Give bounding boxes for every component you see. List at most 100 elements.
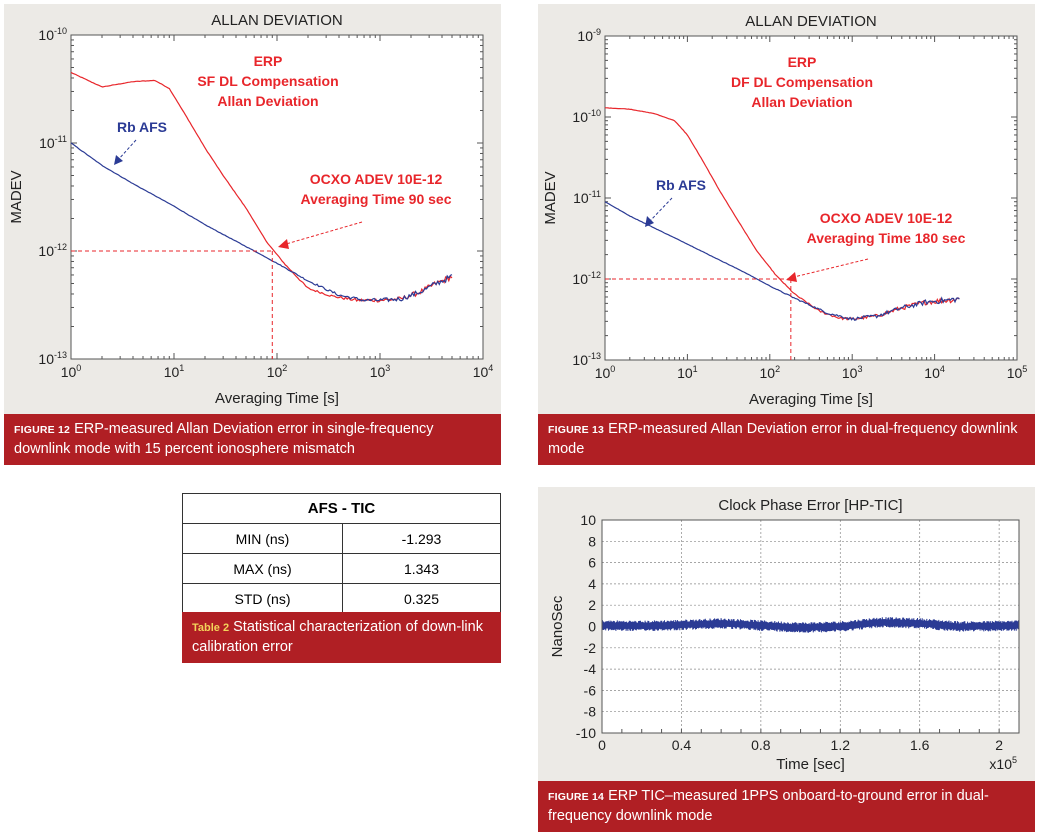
x-axis-label: Averaging Time [s]	[215, 390, 339, 407]
plot-area	[70, 34, 484, 360]
y-tick-label: 10-10	[38, 26, 67, 43]
y-tick-label: -4	[584, 661, 597, 677]
figure14-panel: 10 8 6 4 2 0 -2 -4 -6 -8 -10 0 0.4 0.8 1.2 1.6 2 Clock Ph…	[538, 487, 1035, 781]
y-tick-label: -10	[576, 725, 596, 741]
y-tick-label: 10-13	[38, 350, 67, 367]
plot-frame	[601, 519, 1020, 734]
y-tick-label: 10-11	[39, 134, 67, 151]
erp-annotation-label: ERP	[254, 53, 283, 69]
x-tick-label: 0.8	[751, 737, 771, 753]
ocxo-arrowhead	[278, 239, 289, 249]
figure12-caption-tag: FIGURE 12	[14, 424, 71, 436]
x-multiplier-label: x105	[989, 755, 1017, 772]
figure14-caption-tag: FIGURE 14	[548, 791, 605, 803]
erp-series-line	[605, 107, 960, 321]
x-tick-label: 102	[760, 364, 781, 381]
x-tick-label: 105	[1007, 364, 1028, 381]
table-header-row: AFS - TIC	[182, 493, 501, 524]
figure13-caption-text: ERP-measured Allan Deviation error in du…	[548, 421, 1018, 457]
x-axis-label: Averaging Time [s]	[749, 391, 873, 408]
figure14-caption: FIGURE 14 ERP TIC–measured 1PPS onboard-…	[538, 781, 1035, 832]
y-tick-label: 2	[588, 597, 596, 613]
erp-annotation-label: ERP	[788, 54, 817, 70]
figure14-caption-text: ERP TIC–measured 1PPS onboard-to-ground …	[548, 788, 989, 824]
clock-phase-error-line	[601, 617, 1020, 633]
y-axis-label: MADEV	[542, 171, 559, 224]
x-tick-label: 104	[924, 364, 945, 381]
x-tick-label: 103	[370, 363, 391, 380]
table-row: STD (ns) 0.325	[182, 583, 501, 614]
rb-afs-annotation-label: Rb AFS	[656, 177, 706, 193]
erp-annotation-label: DF DL Compensation	[731, 74, 873, 90]
figure12-caption: FIGURE 12 ERP-measured Allan Deviation e…	[4, 414, 501, 465]
x-tick-label: 104	[473, 363, 494, 380]
figure13-chart: 100 101 102 103 104 105 10-9 10-10 10-11 10-12 10-…	[542, 13, 1028, 408]
erp-series-line	[70, 71, 453, 303]
x-tick-label: 102	[267, 363, 288, 380]
y-axis-label: NanoSec	[549, 595, 566, 657]
x-tick-label: 103	[842, 364, 863, 381]
y-tick-label: 10	[580, 512, 596, 528]
x-tick-label: 100	[595, 364, 616, 381]
y-tick-label: -8	[584, 704, 597, 720]
y-tick-label: 6	[588, 555, 596, 571]
x-tick-label: 2	[995, 737, 1003, 753]
table2-caption: Table 2 Statistical characterization of …	[182, 612, 501, 663]
table-cell-value: 0.325	[342, 583, 501, 614]
x-tick-label: 0	[598, 737, 606, 753]
y-tick-label: 4	[588, 576, 596, 592]
rb-afs-series-line	[604, 201, 960, 321]
y-tick-label: 8	[588, 533, 596, 549]
y-tick-label: 10-12	[572, 270, 601, 287]
table2-caption-tag: Table 2	[192, 622, 230, 634]
table-cell-label: STD (ns)	[182, 583, 343, 614]
y-tick-label: -6	[584, 682, 597, 698]
figure12-caption-text: ERP-measured Allan Deviation error in si…	[14, 421, 434, 457]
rb-afs-arrow	[649, 197, 673, 222]
table-cell-value: -1.293	[342, 523, 501, 554]
ocxo-arrowhead	[786, 272, 797, 282]
rb-afs-series-line	[70, 142, 453, 303]
table2: AFS - TIC MIN (ns) -1.293 MAX (ns) 1.343…	[182, 493, 501, 614]
x-tick-label: 0.4	[672, 737, 692, 753]
y-tick-label: 10-10	[572, 108, 601, 125]
figure13-panel: 100 101 102 103 104 105 10-9 10-10 10-11 10-12 10-…	[538, 4, 1035, 414]
y-tick-label: 10-12	[38, 242, 67, 259]
x-tick-label: 101	[164, 363, 185, 380]
x-tick-label: 1.2	[831, 737, 851, 753]
rb-afs-arrowhead	[645, 216, 654, 227]
table-cell-label: MAX (ns)	[182, 553, 343, 584]
erp-annotation-label: SF DL Compensation	[197, 73, 338, 89]
table-row: MIN (ns) -1.293	[182, 523, 501, 554]
ocxo-arrow	[285, 221, 363, 245]
ocxo-annotation-label: Averaging Time 180 sec	[807, 230, 966, 246]
figure13-caption: FIGURE 13 ERP-measured Allan Deviation e…	[538, 414, 1035, 465]
erp-annotation-label: Allan Deviation	[217, 93, 318, 109]
chart-title: ALLAN DEVIATION	[211, 12, 342, 29]
rb-afs-arrow	[117, 139, 137, 161]
rb-afs-arrowhead	[114, 155, 123, 165]
ocxo-annotation-label: OCXO ADEV 10E-12	[310, 171, 443, 187]
ocxo-annotation-label: Averaging Time 90 sec	[301, 191, 452, 207]
table-header: AFS - TIC	[182, 493, 501, 524]
figure13-caption-tag: FIGURE 13	[548, 424, 605, 436]
erp-annotation-label: Allan Deviation	[751, 94, 852, 110]
x-axis-label: Time [sec]	[776, 756, 845, 773]
ocxo-arrow	[793, 258, 869, 278]
y-tick-label: 0	[588, 619, 596, 635]
chart-title: ALLAN DEVIATION	[745, 13, 876, 30]
y-axis-label: MADEV	[8, 170, 25, 223]
rb-afs-annotation-label: Rb AFS	[117, 119, 167, 135]
y-tick-label: 10-11	[573, 189, 601, 206]
figure12-panel: 100 101 102 103 104 10-10 10-11 10-12 10-13 ALLAN…	[4, 4, 501, 414]
table-cell-value: 1.343	[342, 553, 501, 584]
x-tick-label: 100	[61, 363, 82, 380]
chart-title: Clock Phase Error [HP-TIC]	[718, 497, 902, 514]
table-cell-label: MIN (ns)	[182, 523, 343, 554]
table2-caption-text: Statistical characterization of down-lin…	[192, 619, 483, 655]
y-tick-label: 10-9	[577, 27, 601, 44]
table-row: MAX (ns) 1.343	[182, 553, 501, 584]
ocxo-annotation-label: OCXO ADEV 10E-12	[820, 210, 953, 226]
x-tick-label: 101	[677, 364, 698, 381]
